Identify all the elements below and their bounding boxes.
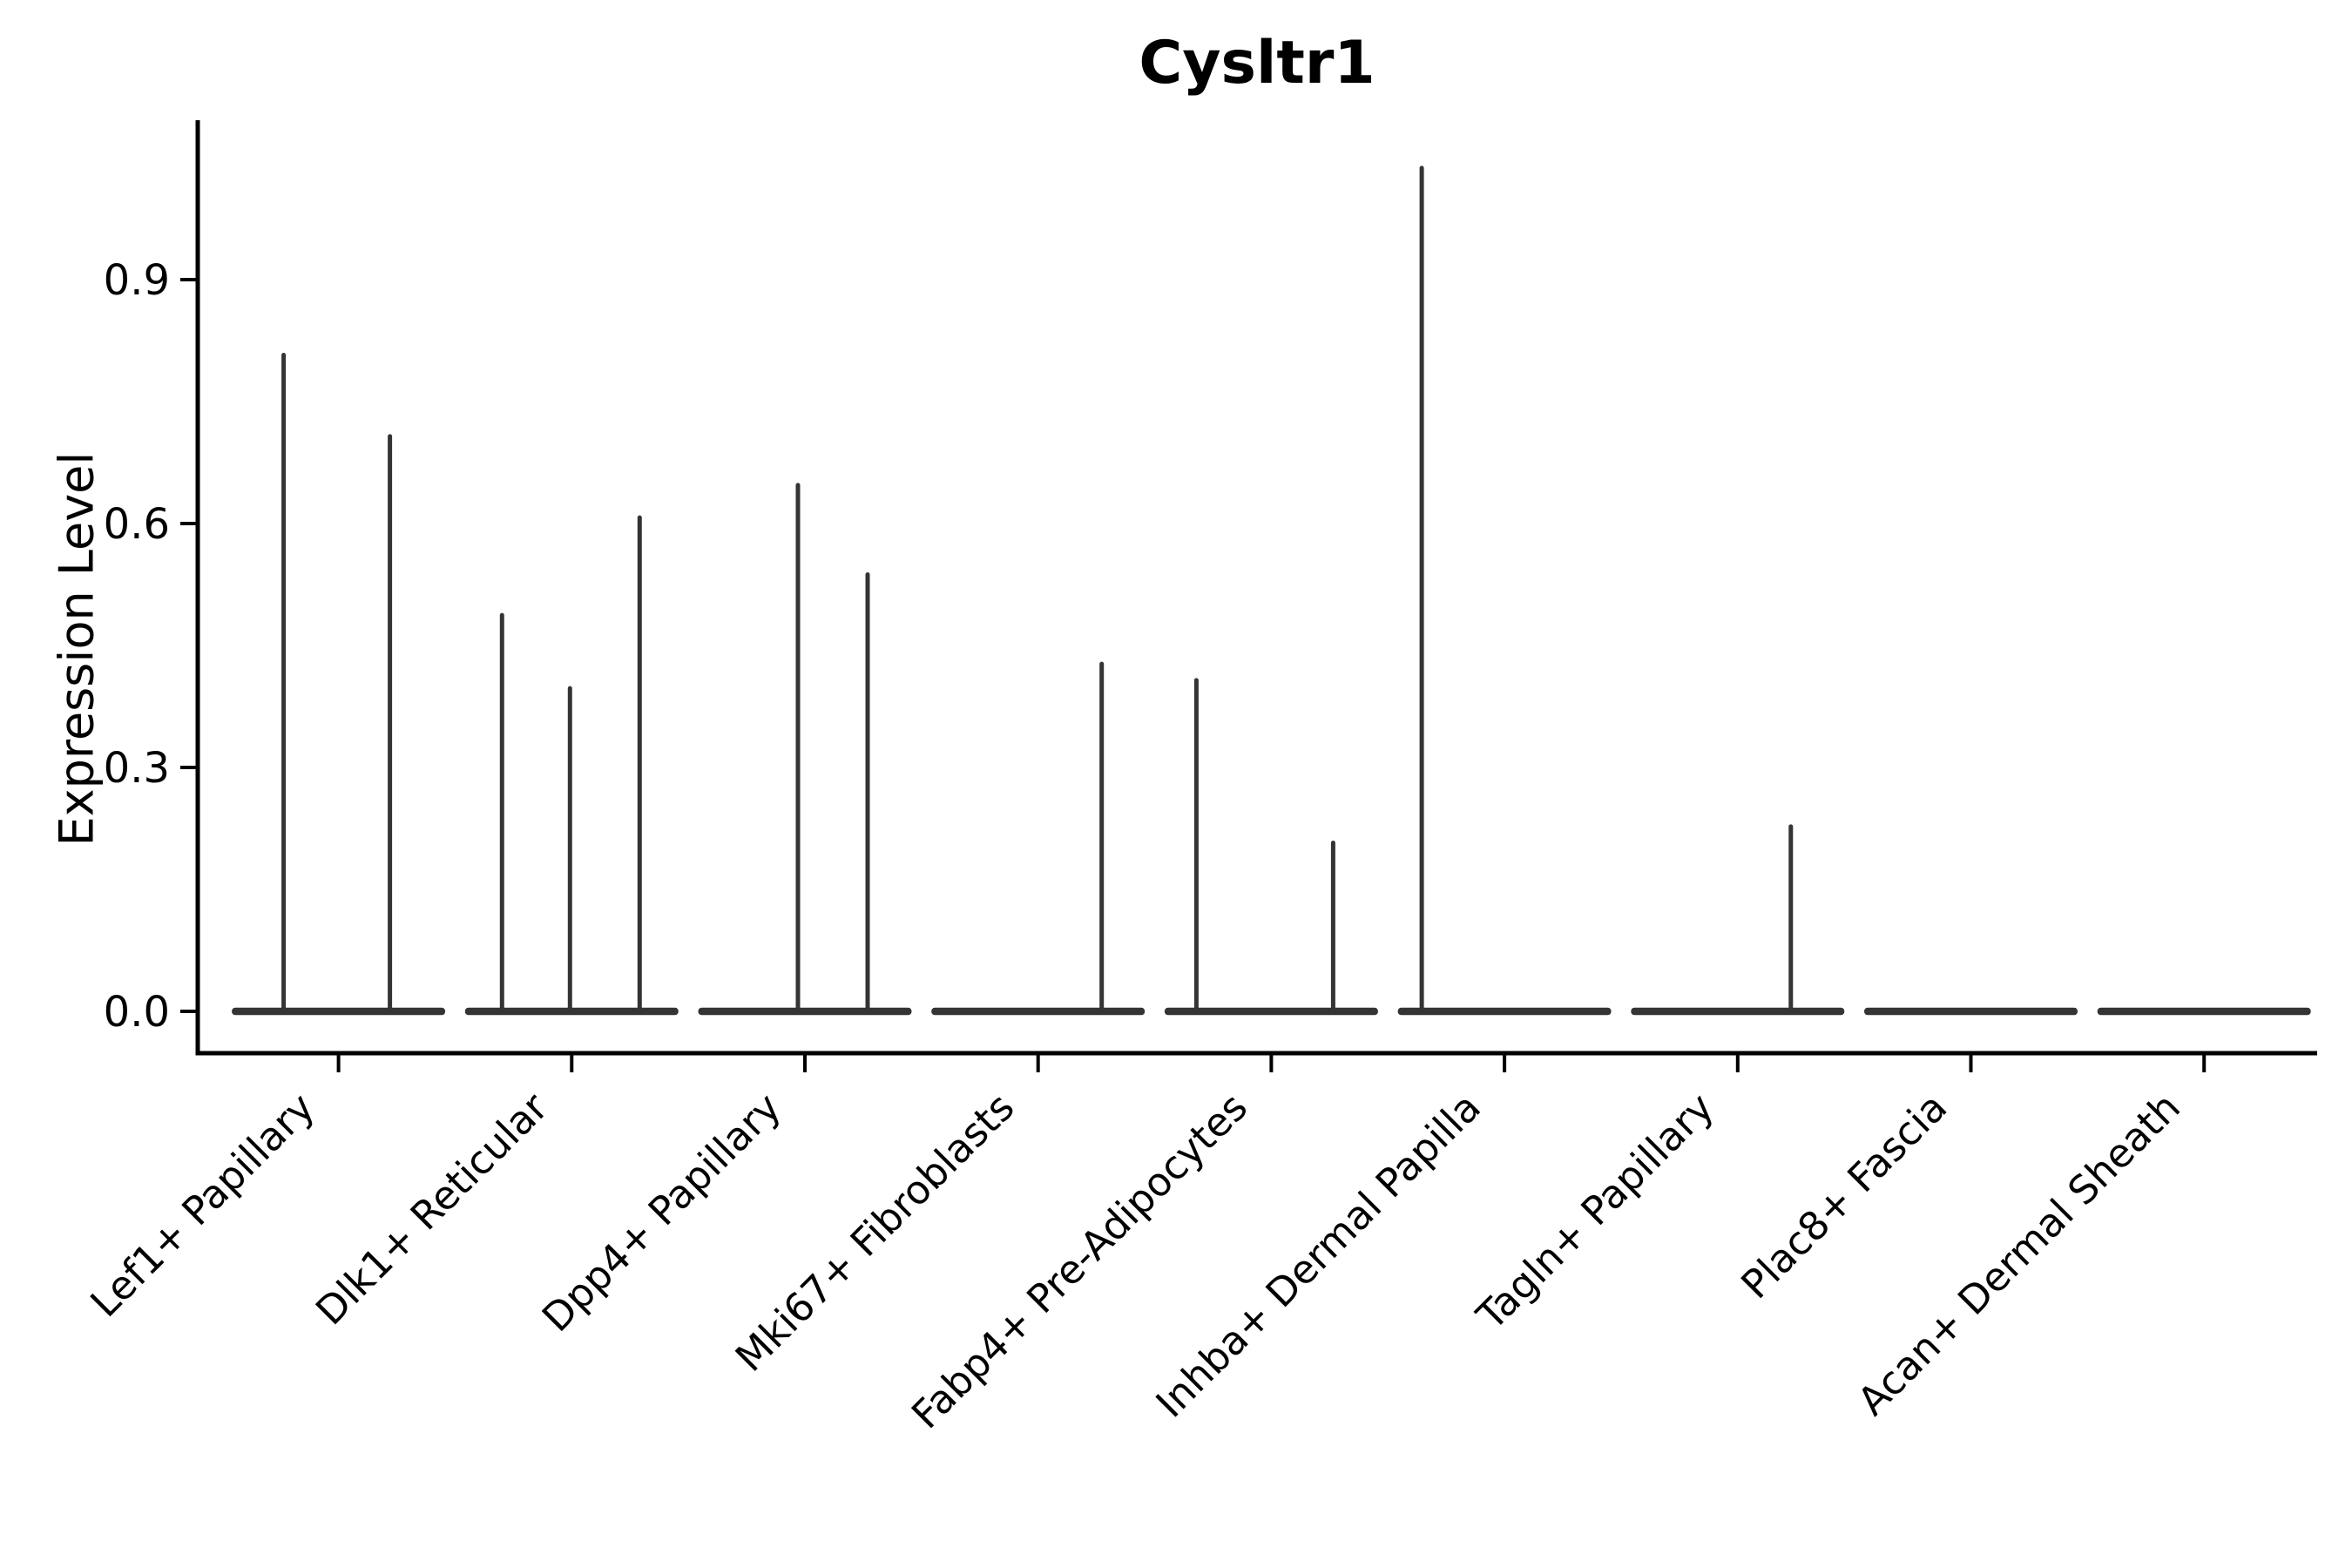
expression-spike — [1193, 678, 1199, 1011]
plot-title: Cysltr1 — [1139, 29, 1375, 98]
expression-spike — [1419, 166, 1424, 1012]
violin-base — [1631, 1007, 1845, 1016]
expression-spike — [1788, 824, 1794, 1011]
expression-spike — [1330, 841, 1335, 1011]
violin-base — [1397, 1007, 1612, 1016]
y-tick-label: 0.6 — [104, 500, 170, 549]
violin-base — [1164, 1007, 1378, 1016]
expression-spike — [637, 515, 642, 1011]
expression-spike — [567, 686, 572, 1011]
expression-spike — [388, 434, 393, 1011]
y-tick-label: 0.3 — [104, 744, 170, 793]
x-tick-label: Dpp4+ Papillary — [533, 1084, 790, 1341]
x-tick-label: Plac8+ Fascia — [1732, 1084, 1956, 1308]
x-tick-label: Dlk1+ Reticular — [307, 1084, 557, 1334]
violin-base — [2097, 1007, 2311, 1016]
expression-spike — [795, 483, 801, 1011]
expression-spike — [281, 353, 287, 1011]
expression-spike — [499, 612, 504, 1011]
violin-base — [931, 1007, 1146, 1016]
violin-base — [464, 1007, 679, 1016]
expression-spike — [1099, 661, 1105, 1011]
y-tick-label: 0.0 — [104, 988, 170, 1037]
violin-base — [698, 1007, 912, 1016]
violin-base — [232, 1007, 446, 1016]
violin-base — [1864, 1007, 2078, 1016]
expression-spike — [865, 572, 870, 1011]
x-tick-label: Tagln+ Papillary — [1467, 1084, 1722, 1339]
x-tick-label: Lef1+ Papillary — [82, 1084, 324, 1326]
y-tick-label: 0.9 — [104, 256, 170, 305]
